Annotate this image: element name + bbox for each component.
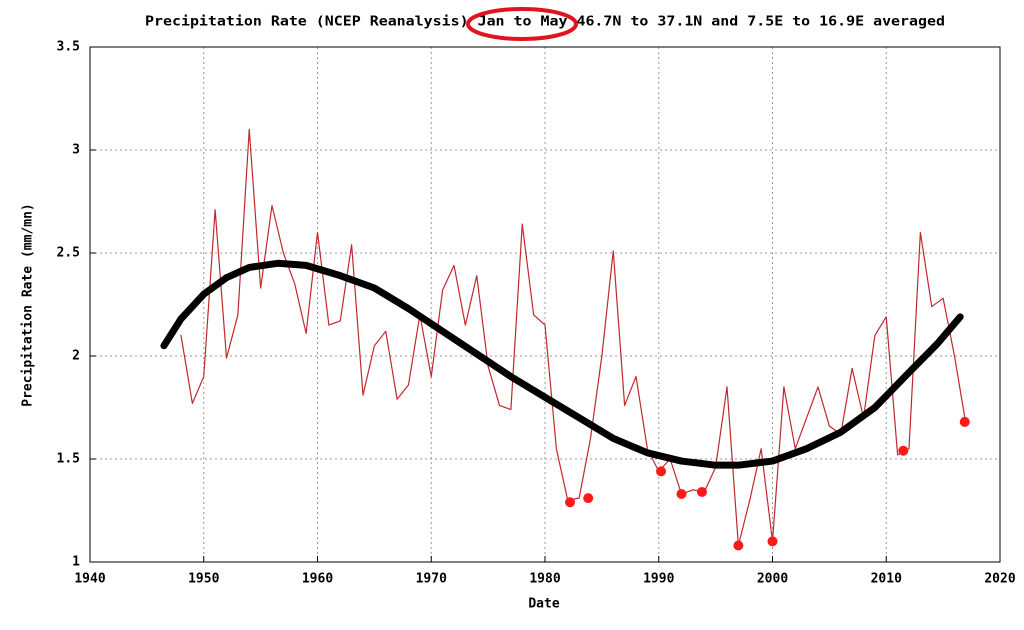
y-tick-label: 3.5 [57,40,80,55]
data-point [767,536,778,547]
x-tick-label: 2010 [871,572,902,587]
y-tick-label: 1.5 [57,452,80,467]
x-tick-label: 1990 [643,572,674,587]
highlight-ellipse [466,7,578,41]
y-tick-label: 1 [72,555,80,570]
data-point [565,497,576,508]
data-point [656,466,667,477]
x-tick-label: 1940 [74,572,105,587]
data-point [676,489,687,500]
x-tick-label: 1960 [302,572,333,587]
x-axis-label: Date [528,597,559,612]
data-point [696,486,707,497]
x-tick-label: 2000 [757,572,788,587]
x-tick-label: 1970 [416,572,447,587]
x-tick-label: 1950 [188,572,219,587]
x-tick-label: 2020 [984,572,1015,587]
data-point [959,416,970,427]
data-point [898,445,909,456]
y-tick-label: 2.5 [57,246,80,261]
x-tick-label: 1980 [529,572,560,587]
y-tick-label: 3 [72,143,80,158]
data-point [583,493,594,504]
y-tick-label: 2 [72,349,80,364]
y-axis-label: Precipitation Rate (mm/mn) [21,203,36,407]
data-point [733,540,744,551]
plot-frame [89,46,1001,563]
fit-curve [160,259,964,469]
chart-title: Precipitation Rate (NCEP Reanalysis) Jan… [145,15,945,30]
